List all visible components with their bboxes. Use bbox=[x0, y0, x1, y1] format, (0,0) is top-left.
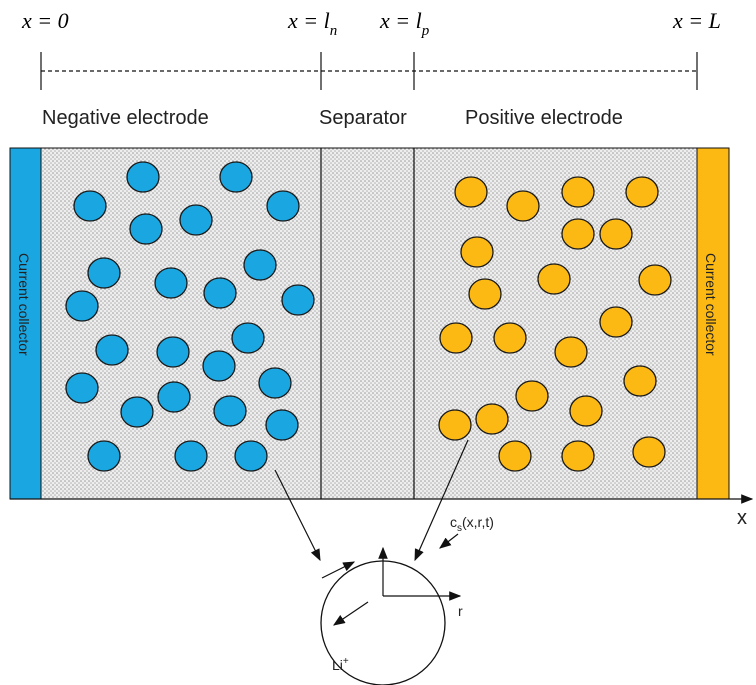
particle bbox=[65, 372, 99, 404]
particle bbox=[493, 322, 527, 354]
cell-body bbox=[40, 147, 698, 500]
ion-arrow bbox=[321, 561, 356, 579]
particle bbox=[468, 278, 502, 310]
label-sub: s bbox=[457, 523, 462, 534]
particle bbox=[156, 336, 190, 368]
current-collector bbox=[9, 147, 42, 500]
concentration-label: cs(x,r,t) bbox=[450, 514, 494, 534]
particle bbox=[87, 440, 121, 472]
current-collector bbox=[696, 147, 730, 500]
particle bbox=[129, 213, 163, 245]
particles bbox=[65, 161, 672, 472]
particle bbox=[234, 440, 268, 472]
position-label: x = 0 bbox=[21, 8, 69, 33]
particle bbox=[120, 396, 154, 428]
axis-label: x bbox=[737, 507, 747, 529]
ion-arrow bbox=[333, 601, 369, 626]
particle bbox=[599, 306, 633, 338]
position-label: x = ln bbox=[287, 8, 337, 39]
region-label: Negative electrode bbox=[42, 107, 209, 129]
label-sup: + bbox=[343, 656, 349, 667]
particle bbox=[561, 176, 595, 208]
particle bbox=[87, 257, 121, 289]
particle bbox=[439, 322, 473, 354]
position-label: x = lp bbox=[379, 8, 430, 39]
particle bbox=[154, 267, 188, 299]
region-label: Separator bbox=[319, 107, 407, 129]
particle bbox=[266, 190, 300, 222]
particle bbox=[258, 367, 292, 399]
particle bbox=[632, 436, 666, 468]
particle bbox=[537, 263, 571, 295]
label-base: x = l bbox=[287, 8, 330, 33]
label-base: x = l bbox=[379, 8, 422, 33]
particle bbox=[460, 236, 494, 268]
particle bbox=[73, 190, 107, 222]
particle bbox=[475, 403, 509, 435]
particle bbox=[157, 381, 191, 413]
particle bbox=[65, 290, 99, 322]
particle bbox=[243, 249, 277, 281]
particle bbox=[202, 350, 236, 382]
region-label: Positive electrode bbox=[465, 107, 623, 129]
zoom-arrow bbox=[414, 439, 469, 562]
particle bbox=[561, 440, 595, 472]
surface-arrow bbox=[439, 533, 459, 549]
particle bbox=[561, 218, 595, 250]
label-base: Li bbox=[332, 657, 343, 673]
particle bbox=[231, 322, 265, 354]
particle bbox=[623, 365, 657, 397]
label-sub: p bbox=[421, 23, 430, 39]
particle bbox=[454, 176, 488, 208]
particle bbox=[95, 334, 129, 366]
particle bbox=[515, 380, 549, 412]
particle bbox=[638, 264, 672, 296]
particle bbox=[554, 336, 588, 368]
particle bbox=[126, 161, 160, 193]
zoom-arrow bbox=[274, 469, 321, 562]
label-base: c bbox=[450, 514, 457, 530]
label-rest: (x,r,t) bbox=[462, 514, 494, 530]
position-label: x = L bbox=[672, 8, 721, 33]
particle bbox=[265, 409, 299, 441]
particle bbox=[174, 440, 208, 472]
particle bbox=[219, 161, 253, 193]
radius-label: r bbox=[458, 603, 463, 619]
particle bbox=[281, 284, 315, 316]
particle bbox=[506, 190, 540, 222]
ion-label: Li+ bbox=[332, 656, 349, 673]
particle bbox=[625, 176, 659, 208]
particle bbox=[213, 395, 247, 427]
particle bbox=[203, 277, 237, 309]
particle bbox=[599, 218, 633, 250]
particle bbox=[569, 395, 603, 427]
label-sub: n bbox=[330, 23, 338, 39]
collector-label: Current collector bbox=[16, 253, 32, 356]
particle bbox=[179, 204, 213, 236]
collector-label: Current collector bbox=[703, 253, 719, 356]
particle bbox=[438, 409, 472, 441]
particle bbox=[498, 440, 532, 472]
